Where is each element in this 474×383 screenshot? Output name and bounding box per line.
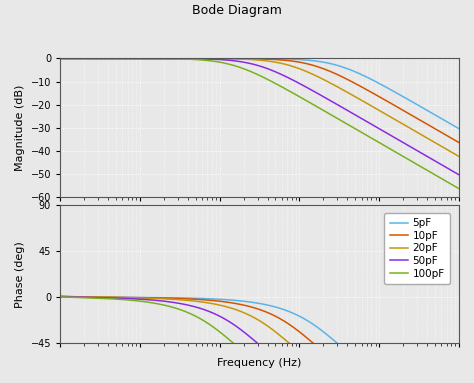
100pF [127, 56, 132, 61]
5pF [405, 380, 411, 383]
10pF [210, 298, 216, 303]
20pF [103, 295, 109, 300]
10pF [228, 300, 233, 305]
100pF [448, 182, 454, 187]
20pF [127, 295, 132, 300]
20pF [210, 301, 216, 306]
50pF [127, 56, 132, 61]
100pF [210, 324, 216, 329]
20pF [103, 56, 109, 61]
5pF [124, 56, 130, 61]
10pF [448, 136, 454, 141]
5pF [228, 56, 233, 61]
50pF [228, 58, 233, 63]
Legend: 5pF, 10pF, 20pF, 50pF, 100pF: 5pF, 10pF, 20pF, 50pF, 100pF [384, 213, 450, 284]
5pF [228, 298, 233, 302]
10pF [103, 295, 109, 300]
50pF [210, 57, 216, 62]
Line: 50pF: 50pF [60, 59, 459, 175]
X-axis label: Frequency (Hz): Frequency (Hz) [218, 358, 302, 368]
5pF [405, 97, 411, 102]
Line: 5pF: 5pF [60, 296, 459, 383]
Line: 50pF: 50pF [60, 296, 459, 383]
Line: 100pF: 100pF [60, 59, 459, 189]
50pF [456, 172, 462, 177]
5pF [127, 56, 132, 61]
10pF [405, 111, 411, 116]
100pF [127, 298, 132, 302]
20pF [57, 294, 63, 299]
Y-axis label: Phase (deg): Phase (deg) [15, 241, 25, 308]
20pF [456, 154, 462, 159]
Line: 5pF: 5pF [60, 59, 459, 129]
100pF [57, 295, 63, 299]
5pF [456, 126, 462, 131]
100pF [210, 59, 216, 64]
50pF [103, 296, 109, 300]
20pF [228, 306, 233, 310]
50pF [405, 143, 411, 148]
100pF [456, 187, 462, 191]
Line: 10pF: 10pF [60, 296, 459, 383]
10pF [112, 56, 118, 61]
100pF [228, 338, 233, 343]
50pF [228, 320, 233, 325]
10pF [103, 56, 109, 61]
5pF [210, 56, 216, 61]
50pF [57, 294, 63, 299]
20pF [405, 125, 411, 129]
10pF [456, 140, 462, 145]
20pF [127, 56, 132, 61]
5pF [210, 296, 216, 301]
20pF [448, 150, 454, 154]
Y-axis label: Magnitude (dB): Magnitude (dB) [15, 85, 25, 171]
5pF [57, 56, 63, 61]
10pF [228, 56, 233, 61]
Line: 10pF: 10pF [60, 59, 459, 142]
50pF [57, 56, 63, 61]
20pF [210, 56, 216, 61]
20pF [100, 56, 106, 61]
10pF [210, 56, 216, 61]
50pF [103, 56, 109, 61]
10pF [127, 56, 132, 61]
Line: 100pF: 100pF [60, 297, 459, 383]
10pF [127, 295, 132, 300]
Line: 20pF: 20pF [60, 59, 459, 157]
Line: 20pF: 20pF [60, 296, 459, 383]
100pF [103, 56, 109, 61]
100pF [405, 157, 411, 162]
20pF [57, 56, 63, 61]
Text: Bode Diagram: Bode Diagram [192, 4, 282, 17]
100pF [103, 296, 109, 301]
50pF [448, 168, 454, 173]
20pF [228, 57, 233, 61]
10pF [57, 294, 63, 299]
5pF [103, 56, 109, 61]
100pF [57, 56, 63, 61]
5pF [57, 294, 63, 299]
5pF [103, 295, 109, 300]
5pF [448, 122, 454, 126]
50pF [127, 296, 132, 301]
100pF [72, 56, 78, 61]
50pF [84, 56, 90, 61]
50pF [210, 311, 216, 315]
100pF [228, 62, 233, 67]
10pF [57, 56, 63, 61]
5pF [127, 295, 132, 300]
